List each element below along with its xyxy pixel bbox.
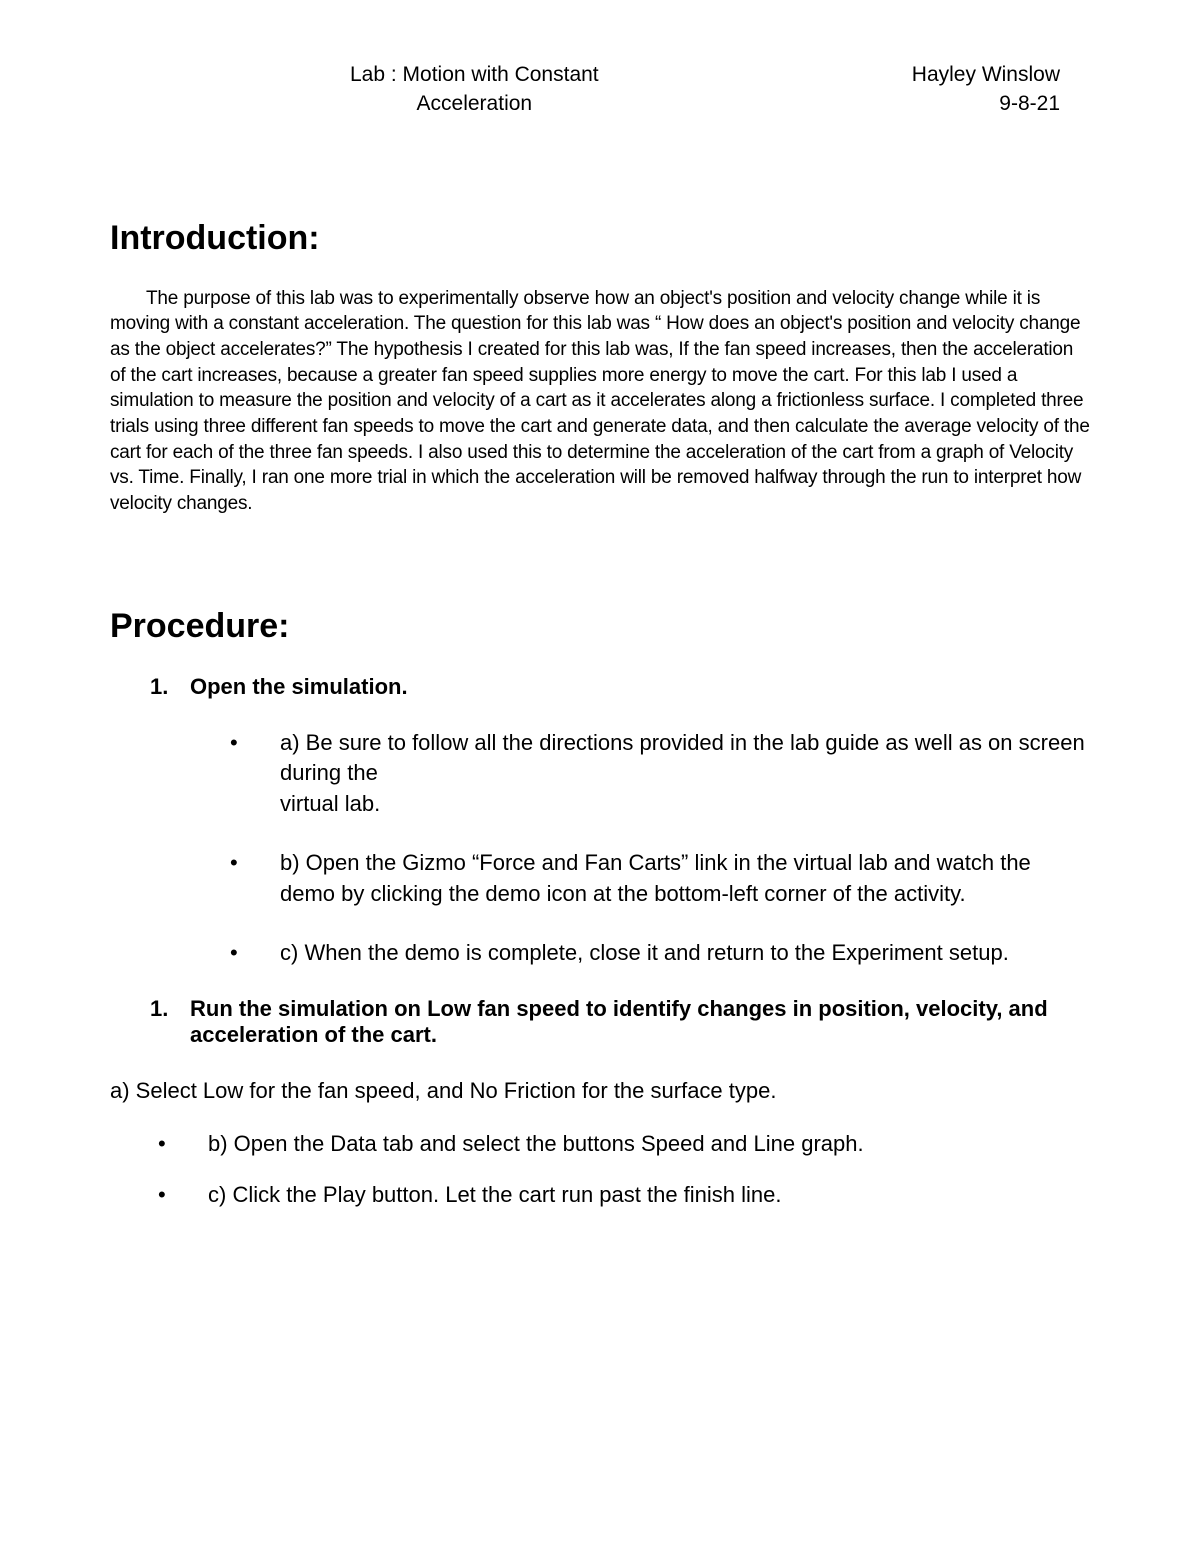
- sub-item-text: b) Open the Gizmo “Force and Fan Carts” …: [280, 848, 1090, 910]
- step-title: Run the simulation on Low fan speed to i…: [190, 996, 1090, 1048]
- sub-item-text-cont: virtual lab.: [280, 789, 1090, 820]
- author-block: Hayley Winslow 9-8-21: [912, 60, 1060, 119]
- author-name: Hayley Winslow: [912, 60, 1060, 89]
- lab-title: Lab : Motion with Constant Acceleration: [350, 60, 599, 119]
- step-number: 1.: [150, 996, 190, 1048]
- step1-sublist: a) Be sure to follow all the directions …: [150, 728, 1090, 969]
- sub-item-text: c) Click the Play button. Let the cart r…: [208, 1182, 782, 1207]
- procedure-step-2: 1. Run the simulation on Low fan speed t…: [150, 996, 1090, 1048]
- step2-sublist: b) Open the Data tab and select the butt…: [110, 1129, 1090, 1211]
- procedure-list: 1. Open the simulation. a) Be sure to fo…: [110, 674, 1090, 1049]
- step2-sub-b: b) Open the Data tab and select the butt…: [158, 1129, 1090, 1160]
- document-date: 9-8-21: [912, 89, 1060, 118]
- procedure-step-header: 1. Open the simulation.: [150, 674, 1090, 700]
- lab-title-line2: Acceleration: [350, 89, 599, 118]
- step1-sub-b: b) Open the Gizmo “Force and Fan Carts” …: [230, 848, 1090, 910]
- step1-sub-c: c) When the demo is complete, close it a…: [230, 938, 1090, 969]
- introduction-heading: Introduction:: [110, 219, 1090, 258]
- sub-item-text: c) When the demo is complete, close it a…: [280, 938, 1090, 969]
- procedure-step-1: 1. Open the simulation. a) Be sure to fo…: [150, 674, 1090, 969]
- step2-sub-a: a) Select Low for the fan speed, and No …: [110, 1076, 1090, 1107]
- sub-item-text: b) Open the Data tab and select the butt…: [208, 1131, 864, 1156]
- introduction-body: The purpose of this lab was to experimen…: [110, 286, 1090, 517]
- step-title: Open the simulation.: [190, 674, 1090, 700]
- procedure-step-header: 1. Run the simulation on Low fan speed t…: [150, 996, 1090, 1048]
- document-header: Lab : Motion with Constant Acceleration …: [110, 60, 1090, 119]
- procedure-heading: Procedure:: [110, 607, 1090, 646]
- step2-sub-c: c) Click the Play button. Let the cart r…: [158, 1180, 1090, 1211]
- sub-item-text: a) Be sure to follow all the directions …: [280, 728, 1090, 790]
- lab-title-line1: Lab : Motion with Constant: [350, 60, 599, 89]
- step1-sub-a: a) Be sure to follow all the directions …: [230, 728, 1090, 820]
- step-number: 1.: [150, 674, 190, 700]
